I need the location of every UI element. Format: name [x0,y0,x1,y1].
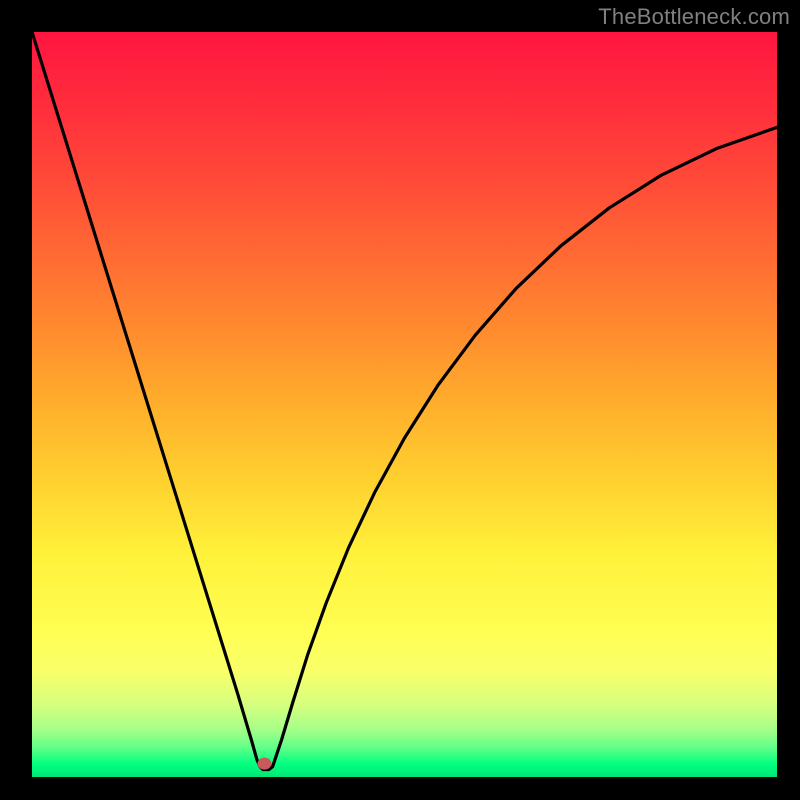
watermark-text: TheBottleneck.com [598,4,790,30]
minimum-marker [257,758,271,770]
chart-container: TheBottleneck.com [0,0,800,800]
chart-svg [0,0,800,800]
plot-background [32,32,777,777]
